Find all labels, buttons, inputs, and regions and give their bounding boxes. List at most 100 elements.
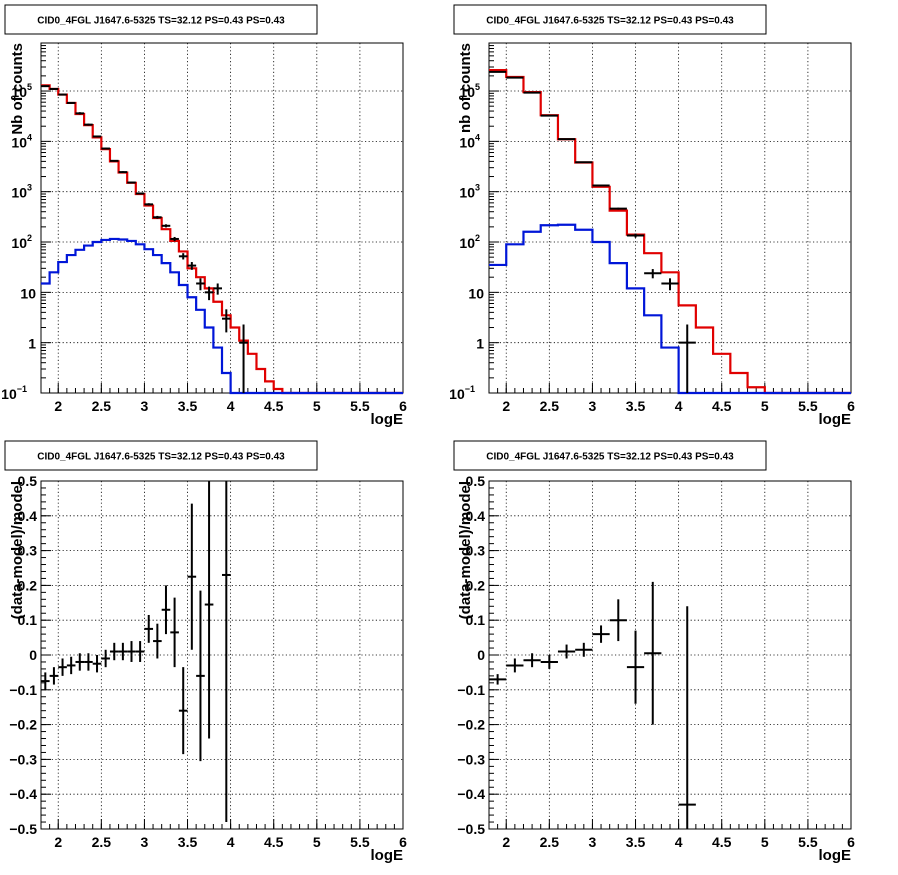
grid: [41, 43, 403, 393]
y-tick-exponent: 2: [27, 233, 32, 243]
x-tick-label: 5: [761, 398, 769, 414]
x-tick-label: 3: [589, 398, 597, 414]
y-tick-label: 0.3: [18, 543, 38, 559]
x-axis-title: logE: [819, 847, 852, 864]
title-box: [4, 4, 318, 35]
x-tick-label: 5: [313, 398, 321, 414]
y-tick-exponent: 5: [475, 82, 480, 92]
y-tick-label: 0: [477, 647, 485, 663]
x-tick-label: 2: [502, 398, 510, 414]
y-tick-label: 0.4: [18, 508, 38, 524]
x-tick-label: 6: [399, 398, 407, 414]
plot-frame: [40, 42, 404, 394]
plot-frame: [488, 42, 852, 394]
panel-residual-right: CID0_4FGL J1647.6-5325 TS=32.12 PS=0.43 …: [453, 440, 855, 864]
y-tick-label: 103: [459, 183, 480, 201]
y-axis-title: nb of counts: [457, 43, 474, 133]
y-tick-label: 102: [11, 233, 32, 251]
y-tick-label: 0.1: [18, 612, 38, 628]
x-tick-label: 3: [141, 834, 149, 850]
x-tick-label: 4.5: [264, 834, 284, 850]
panel-spectrum-left: CID0_4FGL J1647.6-5325 TS=32.12 PS=0.43 …: [1, 4, 407, 428]
y-tick-exponent: −1: [465, 384, 475, 394]
y-tick-label: 0: [29, 647, 37, 663]
y-tick-label: −0.1: [457, 682, 485, 698]
y-tick-label: 10: [20, 285, 36, 301]
x-tick-label: 5.5: [798, 834, 818, 850]
y-axis-title: (data-model)/model: [9, 481, 26, 619]
title-box: [4, 440, 318, 471]
y-axis-title: (data-model)/model: [457, 481, 474, 619]
series-total-model: [489, 69, 851, 395]
y-tick-label: 105: [11, 82, 32, 100]
x-tick-label: 3.5: [178, 834, 198, 850]
x-tick-label: 3.5: [178, 398, 198, 414]
y-tick-exponent: −1: [17, 384, 27, 394]
x-tick-label: 6: [399, 834, 407, 850]
y-tick-exponent: 4: [475, 132, 480, 142]
x-tick-label: 4: [227, 834, 235, 850]
y-tick-exponent: 3: [27, 183, 32, 193]
y-tick-label: 0.2: [18, 577, 38, 593]
y-tick-label: −0.1: [9, 682, 37, 698]
x-tick-label: 4: [675, 398, 683, 414]
y-tick-label: 1: [476, 336, 484, 352]
y-tick-label: 10−1: [1, 384, 27, 402]
y-tick-label: 102: [459, 233, 480, 251]
x-tick-label: 5.5: [350, 834, 370, 850]
y-tick-label: 0.5: [18, 473, 38, 489]
plot-frame: [40, 480, 404, 830]
y-tick-label: 10: [468, 285, 484, 301]
x-tick-label: 2.5: [540, 398, 560, 414]
y-tick-label: 1: [28, 336, 36, 352]
y-axis-title: Nb of counts: [9, 43, 26, 135]
x-tick-label: 5.5: [798, 398, 818, 414]
y-tick-label: −0.3: [457, 751, 485, 767]
x-tick-label: 4.5: [264, 398, 284, 414]
y-tick-label: 0.5: [466, 473, 486, 489]
y-tick-label: −0.4: [9, 786, 37, 802]
y-tick-label: 0.2: [466, 577, 486, 593]
x-tick-label: 4: [675, 834, 683, 850]
x-tick-label: 3: [141, 398, 149, 414]
panel-residual-left: CID0_4FGL J1647.6-5325 TS=32.12 PS=0.43 …: [4, 440, 407, 864]
x-tick-label: 2: [54, 834, 62, 850]
y-tick-exponent: 2: [475, 233, 480, 243]
y-tick-exponent: 4: [27, 132, 32, 142]
grid: [489, 481, 851, 829]
x-axis-title: logE: [819, 411, 852, 428]
y-tick-label: 103: [11, 183, 32, 201]
y-tick-label: 0.1: [466, 612, 486, 628]
y-tick-label: −0.3: [9, 751, 37, 767]
chart-title: CID0_4FGL J1647.6-5325 TS=32.12 PS=0.43 …: [486, 16, 734, 27]
y-tick-exponent: 3: [475, 183, 480, 193]
x-tick-label: 2.5: [92, 398, 112, 414]
x-tick-label: 3: [589, 834, 597, 850]
y-tick-label: 104: [11, 132, 32, 150]
x-tick-label: 3.5: [626, 398, 646, 414]
y-tick-label: 0.3: [466, 543, 486, 559]
chart-title: CID0_4FGL J1647.6-5325 TS=32.12 PS=0.43 …: [37, 16, 285, 27]
x-tick-label: 4: [227, 398, 235, 414]
x-tick-label: 2.5: [540, 834, 560, 850]
x-tick-label: 4.5: [712, 398, 732, 414]
y-tick-label: −0.2: [9, 717, 37, 733]
x-tick-label: 6: [847, 834, 855, 850]
y-tick-label: 0.4: [466, 508, 486, 524]
y-tick-label: −0.5: [457, 821, 485, 837]
x-tick-label: 5.5: [350, 398, 370, 414]
y-tick-exponent: 5: [27, 82, 32, 92]
plot-frame: [488, 480, 852, 830]
grid: [41, 481, 403, 829]
chart-title: CID0_4FGL J1647.6-5325 TS=32.12 PS=0.43 …: [37, 452, 285, 463]
x-tick-label: 5: [761, 834, 769, 850]
x-tick-label: 2: [54, 398, 62, 414]
panel-spectrum-right: CID0_4FGL J1647.6-5325 TS=32.12 PS=0.43 …: [449, 4, 855, 428]
series-source-model: [41, 237, 403, 395]
chart-title: CID0_4FGL J1647.6-5325 TS=32.12 PS=0.43 …: [486, 452, 734, 463]
x-axis-title: logE: [371, 411, 404, 428]
x-tick-label: 6: [847, 398, 855, 414]
x-tick-label: 2.5: [92, 834, 112, 850]
title-box: [453, 4, 767, 35]
